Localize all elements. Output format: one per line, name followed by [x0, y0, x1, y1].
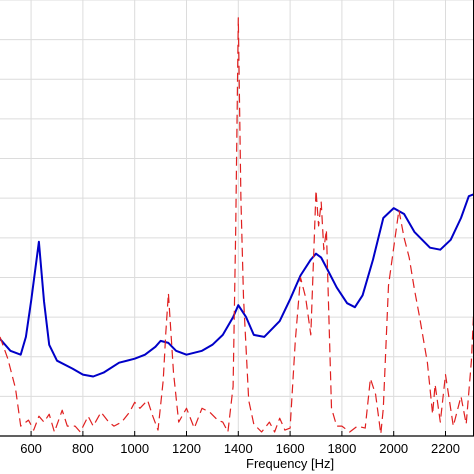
x-tick-label: 1600: [276, 441, 305, 456]
x-tick-label: 2200: [431, 441, 460, 456]
dashed-series-line: [0, 17, 474, 435]
x-tick-label: 1200: [172, 441, 201, 456]
series-lines: [0, 17, 474, 435]
x-tick-label: 1000: [120, 441, 149, 456]
x-tick-label: 800: [72, 441, 94, 456]
x-tick-label: 1800: [327, 441, 356, 456]
x-tick-label: 600: [20, 441, 42, 456]
x-axis-label: Frequency [Hz]: [246, 456, 334, 471]
x-tick-labels: 600 800 1000 1200 1400 1600 1800 2000 2200: [20, 441, 460, 456]
solid-series-line: [0, 193, 474, 378]
x-tick-label: 1400: [224, 441, 253, 456]
x-tick-label: 2000: [379, 441, 408, 456]
